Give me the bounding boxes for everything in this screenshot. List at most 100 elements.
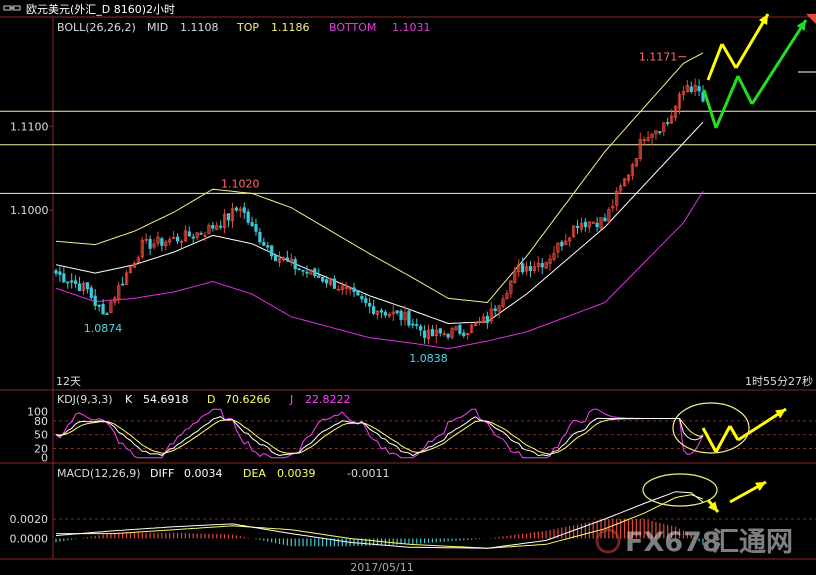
candle — [528, 260, 533, 278]
candle-body — [430, 329, 435, 337]
candle-body — [607, 209, 611, 222]
candle — [548, 254, 552, 271]
candle-body — [407, 310, 411, 326]
candle-body — [352, 287, 356, 293]
macd-dea-value: 0.0039 — [277, 467, 316, 480]
candle-body — [383, 311, 387, 316]
candle — [438, 327, 442, 337]
boll-top-value: 1.1186 — [271, 21, 310, 34]
boll-mid-label: MID — [147, 21, 168, 34]
candle — [128, 265, 133, 274]
candle — [587, 221, 591, 233]
candle — [571, 225, 576, 238]
candle — [277, 251, 282, 267]
candle-body — [321, 276, 325, 282]
candle-body — [179, 240, 184, 243]
candle — [175, 233, 180, 245]
candle-body — [356, 290, 360, 296]
arrow-head — [755, 482, 766, 491]
candle-body — [62, 273, 66, 283]
candle — [309, 269, 313, 275]
candle-body — [152, 243, 156, 248]
candle-body — [603, 217, 607, 222]
candle — [368, 297, 372, 314]
candle — [93, 288, 97, 310]
candle — [73, 275, 78, 288]
candle-body — [654, 130, 658, 135]
candle-body — [285, 257, 289, 261]
candle-body — [685, 84, 689, 93]
candle — [493, 304, 497, 316]
candle — [466, 332, 470, 340]
candle-body — [105, 313, 109, 316]
candle — [650, 133, 654, 145]
candle — [234, 206, 238, 213]
boll-bottom-label: BOTTOM — [329, 21, 376, 34]
candle — [607, 207, 611, 225]
candle-body — [77, 283, 82, 292]
candle-body — [693, 84, 697, 92]
candle — [411, 318, 415, 329]
price-extreme-label: 1.0874 — [84, 322, 123, 335]
candle-body — [254, 224, 258, 232]
macd-name: MACD(12,26,9) — [57, 467, 141, 480]
candle — [254, 218, 258, 236]
candle — [66, 281, 70, 289]
candle — [293, 256, 297, 276]
candle — [152, 238, 156, 250]
candle-body — [387, 313, 391, 317]
candle-body — [532, 266, 537, 271]
link-icon[interactable] — [3, 5, 21, 11]
candle-body — [650, 133, 654, 138]
candle-body — [399, 310, 403, 320]
macd-diff-label: DIFF — [150, 467, 174, 480]
candle — [626, 173, 631, 184]
watermark-logo-icon — [595, 528, 621, 554]
candle-body — [438, 328, 442, 334]
price-y-tick-label: 1.1000 — [10, 204, 49, 217]
boll-mid-line — [55, 121, 704, 325]
candle — [489, 301, 493, 324]
candle — [324, 275, 329, 288]
candle — [603, 213, 607, 222]
candle — [642, 136, 646, 146]
candle-body — [560, 241, 564, 247]
candle-body — [270, 245, 274, 257]
candle-body — [391, 311, 395, 315]
candle-body — [646, 137, 650, 141]
kdj-j-value: 22.8222 — [305, 393, 351, 406]
candle — [124, 270, 129, 286]
candle-body — [242, 207, 246, 213]
candle — [230, 202, 235, 228]
candle — [615, 187, 619, 211]
candle — [156, 231, 160, 247]
candle — [560, 240, 564, 251]
candle — [532, 261, 537, 274]
candle — [658, 131, 662, 135]
candle-body — [426, 329, 431, 340]
candle-body — [379, 310, 384, 313]
candle-body — [187, 231, 191, 237]
kdj-y-tick-label: 20 — [34, 442, 48, 455]
candle — [497, 304, 501, 319]
candle — [575, 219, 580, 234]
candle — [285, 250, 289, 263]
candle — [422, 325, 427, 344]
candle — [85, 282, 89, 294]
candle-body — [360, 296, 364, 300]
boll-mid-value: 1.1108 — [180, 21, 219, 34]
candle — [450, 326, 454, 340]
candle-body — [156, 236, 160, 244]
candle — [117, 281, 121, 304]
candle — [222, 208, 227, 234]
candle — [289, 253, 293, 267]
candle-body — [199, 232, 203, 235]
macd-up-arrow — [729, 480, 767, 504]
candle — [454, 325, 458, 331]
candle-body — [662, 122, 666, 132]
candle — [407, 309, 411, 328]
candle-body — [673, 106, 678, 118]
